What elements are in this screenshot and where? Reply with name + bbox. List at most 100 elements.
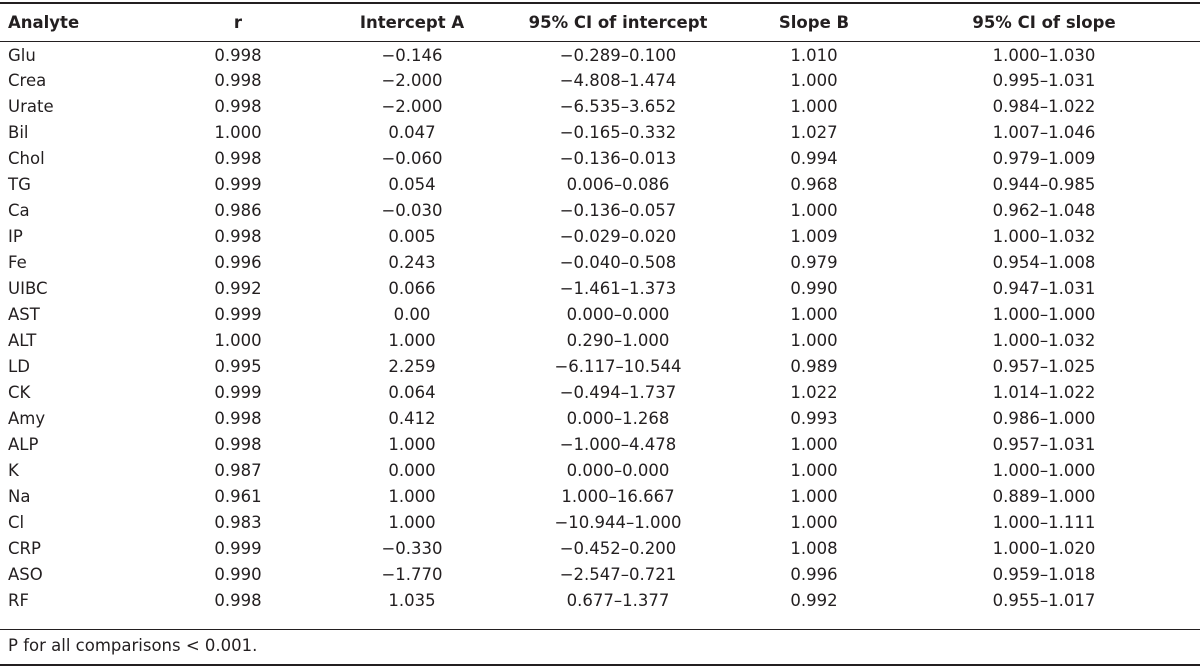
cell-intercept-ci: 1.000–16.667 <box>561 486 675 506</box>
cell-r: 0.998 <box>214 148 262 168</box>
table-row: Amy 0.998 0.412 0.000–1.268 0.993 0.986–1.000 <box>0 405 1200 431</box>
cell-intercept-ci: 0.000–0.000 <box>566 304 670 324</box>
cell-slope-ci: 0.957–1.025 <box>992 356 1096 376</box>
cell-slope-ci: 0.995–1.031 <box>992 70 1096 90</box>
cell-slope-ci: 0.979–1.009 <box>992 148 1096 168</box>
cell-intercept: −2.000 <box>381 70 443 90</box>
table-row: Fe 0.996 0.243 −0.040–0.508 0.979 0.954–1.008 <box>0 249 1200 275</box>
cell-analyte: Urate <box>8 96 54 116</box>
cell-analyte: K <box>8 460 19 480</box>
cell-intercept-ci: −2.547–0.721 <box>559 564 677 584</box>
cell-slope: 1.027 <box>790 122 838 142</box>
cell-analyte: Crea <box>8 70 47 90</box>
table-row: ASO 0.990 −1.770 −2.547–0.721 0.996 0.959–1.0… <box>0 561 1200 587</box>
cell-intercept-ci: −1.461–1.373 <box>559 278 677 298</box>
cell-intercept: 1.035 <box>388 590 436 610</box>
cell-intercept-ci: 0.000–1.268 <box>566 408 670 428</box>
cell-slope-ci: 1.000–1.111 <box>992 512 1096 532</box>
cell-analyte: Fe <box>8 252 27 272</box>
cell-slope-ci: 1.000–1.030 <box>992 46 1096 66</box>
cell-slope: 1.010 <box>790 46 838 66</box>
cell-analyte: ALP <box>8 434 39 454</box>
cell-slope: 0.993 <box>790 408 838 428</box>
table-row: Urate 0.998 −2.000 −6.535–3.652 1.000 0.984–1… <box>0 93 1200 119</box>
cell-intercept-ci: 0.000–0.000 <box>566 460 670 480</box>
table-row: LD 0.995 2.259 −6.117–10.544 0.989 0.957–1.02… <box>0 353 1200 379</box>
cell-r: 0.998 <box>214 434 262 454</box>
cell-analyte: Glu <box>8 46 36 66</box>
header-row: Analyte r Intercept A 95% CI of intercep… <box>0 2 1200 41</box>
cell-analyte: CRP <box>8 538 41 558</box>
table-row: Chol 0.998 −0.060 −0.136–0.013 0.994 0.979–1.… <box>0 145 1200 171</box>
table-row: ALP 0.998 1.000 −1.000–4.478 1.000 0.957–1.03… <box>0 431 1200 457</box>
cell-slope: 0.996 <box>790 564 838 584</box>
cell-intercept: 0.412 <box>388 408 436 428</box>
cell-r: 1.000 <box>214 330 262 350</box>
table-row: ALT 1.000 1.000 0.290–1.000 1.000 1.000–1.032 <box>0 327 1200 353</box>
cell-intercept: −0.146 <box>381 46 443 66</box>
cell-intercept: −2.000 <box>381 96 443 116</box>
cell-slope-ci: 0.957–1.031 <box>992 434 1096 454</box>
cell-intercept: 1.000 <box>388 512 436 532</box>
header-r: r <box>148 2 328 41</box>
table-row: CK 0.999 0.064 −0.494–1.737 1.022 1.014–1.022 <box>0 379 1200 405</box>
cell-analyte: Chol <box>8 148 45 168</box>
cell-intercept-ci: −0.029–0.020 <box>559 226 677 246</box>
cell-slope-ci: 0.947–1.031 <box>992 278 1096 298</box>
cell-intercept-ci: −10.944–1.000 <box>554 512 682 532</box>
cell-slope-ci: 0.944–0.985 <box>992 174 1096 194</box>
cell-r: 0.983 <box>214 512 262 532</box>
cell-r: 0.998 <box>214 96 262 116</box>
cell-slope: 1.000 <box>790 512 838 532</box>
cell-slope: 1.000 <box>790 434 838 454</box>
footnote: P for all comparisons < 0.001. <box>8 636 258 655</box>
cell-slope-ci: 0.962–1.048 <box>992 200 1096 220</box>
cell-intercept: 0.066 <box>388 278 436 298</box>
cell-slope: 1.000 <box>790 96 838 116</box>
cell-analyte: IP <box>8 226 23 246</box>
cell-intercept: 2.259 <box>388 356 436 376</box>
table-row: RF 0.998 1.035 0.677–1.377 0.992 0.955–1.017 <box>0 587 1200 613</box>
cell-analyte: CK <box>8 382 31 402</box>
cell-slope-ci: 1.000–1.032 <box>992 330 1096 350</box>
cell-intercept: 0.243 <box>388 252 436 272</box>
cell-slope-ci: 1.014–1.022 <box>992 382 1096 402</box>
table-row: TG 0.999 0.054 0.006–0.086 0.968 0.944–0.985 <box>0 171 1200 197</box>
cell-intercept: 0.047 <box>388 122 436 142</box>
cell-analyte: Na <box>8 486 31 506</box>
cell-slope-ci: 0.889–1.000 <box>992 486 1096 506</box>
cell-analyte: Cl <box>8 512 25 532</box>
table-row: Bil 1.000 0.047 −0.165–0.332 1.027 1.007–1.04… <box>0 119 1200 145</box>
cell-intercept: −0.030 <box>381 200 443 220</box>
cell-intercept: 0.005 <box>388 226 436 246</box>
cell-analyte: Amy <box>8 408 46 428</box>
cell-r: 0.999 <box>214 304 262 324</box>
cell-r: 0.998 <box>214 408 262 428</box>
cell-r: 0.987 <box>214 460 262 480</box>
cell-r: 0.998 <box>214 46 262 66</box>
cell-slope: 1.000 <box>790 330 838 350</box>
table-row: Cl 0.983 1.000 −10.944–1.000 1.000 1.000–1.11… <box>0 509 1200 535</box>
cell-slope-ci: 0.955–1.017 <box>992 590 1096 610</box>
cell-slope: 1.022 <box>790 382 838 402</box>
cell-intercept-ci: 0.290–1.000 <box>566 330 670 350</box>
cell-slope: 0.979 <box>790 252 838 272</box>
cell-slope-ci: 0.954–1.008 <box>992 252 1096 272</box>
table-row: Crea 0.998 −2.000 −4.808–1.474 1.000 0.995–1.… <box>0 67 1200 93</box>
cell-slope: 0.968 <box>790 174 838 194</box>
cell-slope: 1.009 <box>790 226 838 246</box>
cell-analyte: AST <box>8 304 40 324</box>
cell-intercept-ci: −6.117–10.544 <box>554 356 682 376</box>
cell-slope: 1.008 <box>790 538 838 558</box>
cell-slope: 0.994 <box>790 148 838 168</box>
header-slope-ci: 95% CI of slope <box>888 2 1200 41</box>
cell-intercept-ci: 0.677–1.377 <box>566 590 670 610</box>
cell-slope: 1.000 <box>790 70 838 90</box>
cell-intercept: 0.054 <box>388 174 436 194</box>
cell-intercept-ci: 0.006–0.086 <box>566 174 670 194</box>
cell-analyte: LD <box>8 356 30 376</box>
cell-intercept: 0.00 <box>393 304 431 324</box>
cell-slope-ci: 1.000–1.032 <box>992 226 1096 246</box>
cell-r: 0.995 <box>214 356 262 376</box>
cell-r: 0.998 <box>214 70 262 90</box>
